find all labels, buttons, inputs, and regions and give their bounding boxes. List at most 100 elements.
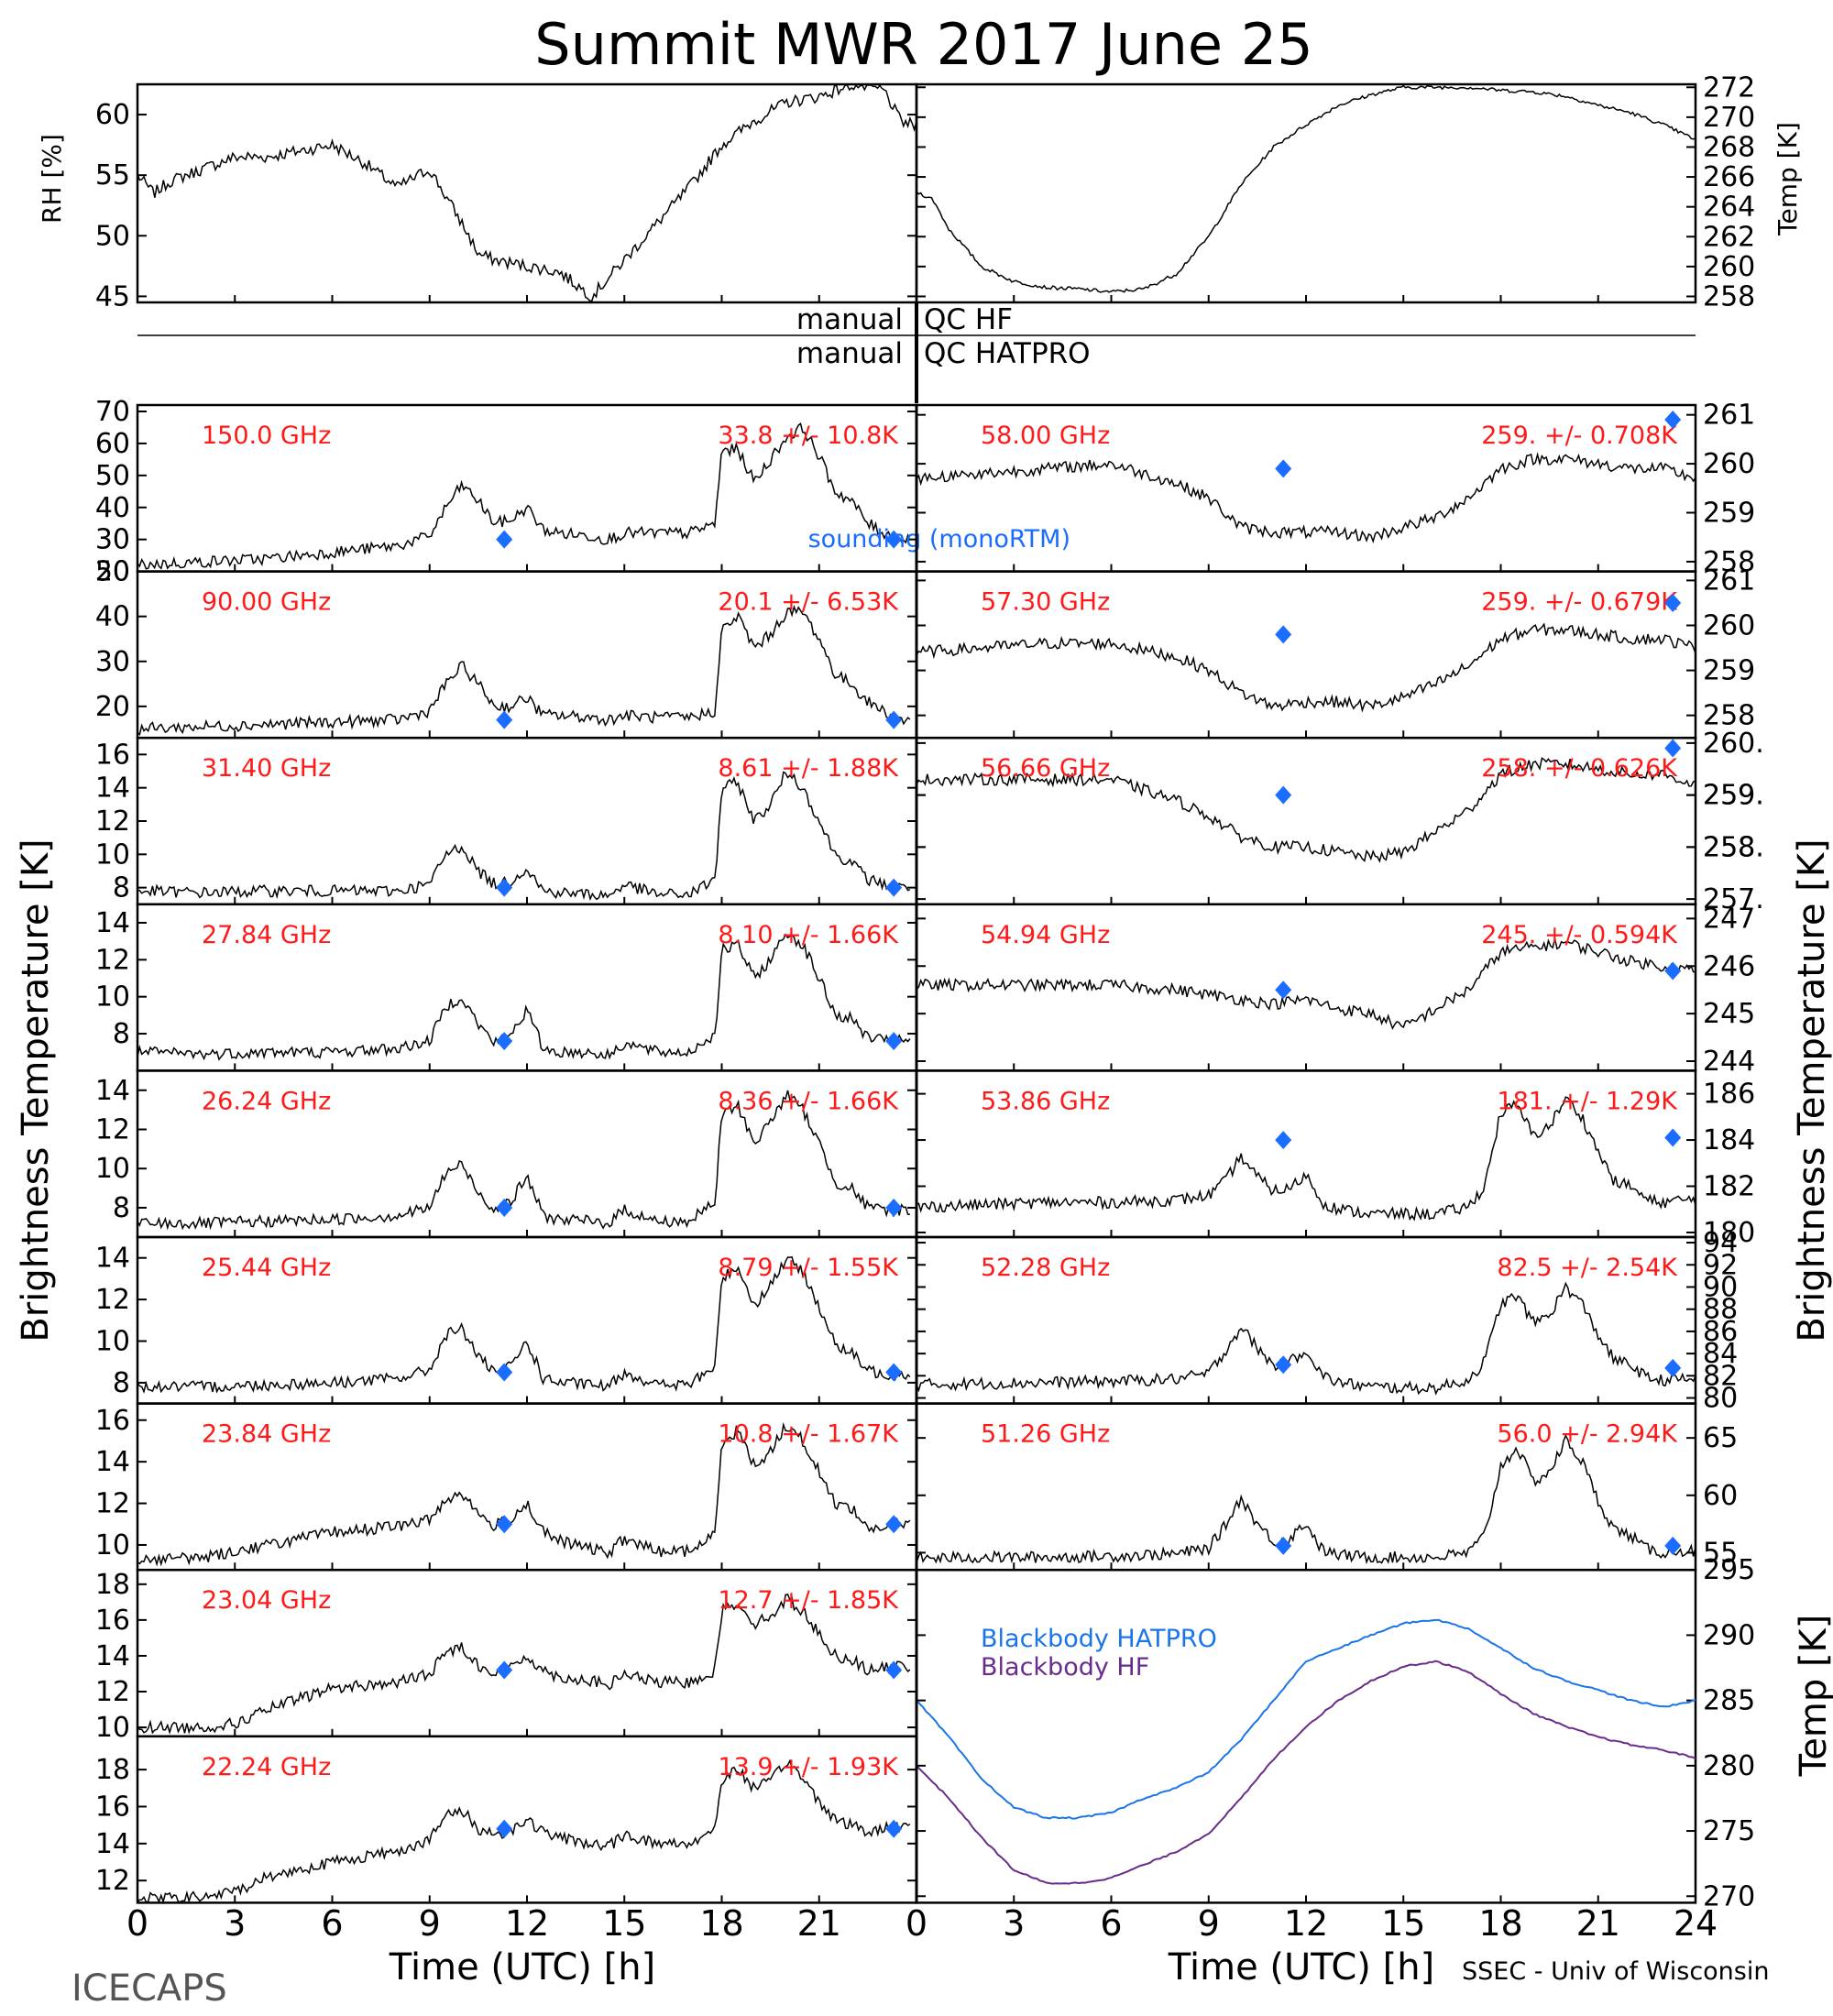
temp-ytick-label-2: 262: [1703, 221, 1755, 253]
temp-panel-frame: [915, 82, 1697, 304]
ch-left-1-ytick-label-3: 50: [95, 556, 130, 588]
ch-right-5-ytick-label-4: 88: [1703, 1294, 1738, 1326]
xtick-right-6: 18: [1478, 1903, 1522, 1944]
temp-ytick-label-4: 266: [1703, 161, 1755, 193]
xtick-left-4: 12: [505, 1903, 549, 1944]
ch-left-6-ytick-label-0: 10: [95, 1529, 130, 1561]
ch-left-8-ytick-label-0: 12: [95, 1865, 130, 1897]
ch-left-2-ytick-label-4: 16: [95, 739, 130, 771]
temp-ytick-label-7: 272: [1703, 71, 1755, 104]
ch-right-0-ytick-label-3: 261: [1703, 400, 1755, 432]
ch-right-2-ytick-label-0: 257.: [1703, 883, 1764, 915]
ch-right-2-stats-label: 258. +/- 0.626K: [1481, 754, 1678, 783]
ch-left-2-sounding-marker-0: [496, 878, 513, 897]
ch-right-2-ytick-label-3: 259.: [1703, 780, 1764, 812]
ch-right-0-channel-label: 58.00 GHz: [981, 422, 1110, 450]
bottom-temp-axis-label: Temp [K]: [1793, 1615, 1833, 1778]
right-brightness-label: Brightness Temperature [K]: [1791, 838, 1833, 1342]
ch-left-2-sounding-marker-1: [885, 878, 903, 897]
ch-left-8-channel-label: 22.24 GHz: [202, 1753, 331, 1781]
ch-right-4-ytick-label-1: 182: [1703, 1171, 1755, 1203]
bb-panel-frame: [915, 1568, 1697, 1904]
ch-left-6-stats-label: 10.8 +/- 1.67K: [718, 1420, 899, 1449]
ch-left-4-stats-label: 8.36 +/- 1.66K: [718, 1087, 899, 1115]
ch-right-1-panel: 258 259 260 261 57.30 GHz 259. +/- 0.679K: [915, 564, 1755, 740]
footer-icecaps: ICECAPS: [71, 1967, 227, 2010]
xtick-right-5: 15: [1381, 1903, 1425, 1944]
ch-right-6-ytick-label-2: 65: [1703, 1422, 1738, 1454]
ch-right-1-ytick-label-2: 260: [1703, 609, 1755, 641]
bb-ytick-label-4: 290: [1703, 1619, 1755, 1651]
rh-ytick-label-1: 50: [95, 220, 130, 252]
ch-right-1-sounding-marker-0: [1275, 625, 1292, 644]
ch-left-8-sounding-marker-1: [885, 1819, 903, 1838]
ch-right-5-channel-label: 52.28 GHz: [981, 1254, 1110, 1282]
ch-left-3-stats-label: 8.10 +/- 1.66K: [718, 921, 899, 949]
ch-right-6-ytick-label-0: 55: [1703, 1537, 1738, 1569]
ch-right-3-sounding-marker-1: [1664, 961, 1682, 981]
ch-right-5-ytick-label-1: 82: [1703, 1360, 1738, 1392]
ch-left-3-ytick-label-2: 12: [95, 944, 130, 976]
ch-left-0-sounding-marker-1: [885, 530, 903, 549]
rh-axis-label: RH [%]: [37, 134, 67, 224]
ch-left-8-ytick-label-3: 18: [95, 1754, 130, 1786]
ch-left-0-ytick-label-1: 30: [95, 524, 130, 556]
ch-left-3-ytick-label-0: 8: [113, 1018, 130, 1050]
ch-left-5-channel-label: 25.44 GHz: [202, 1254, 331, 1282]
xtick-right-3: 9: [1198, 1903, 1220, 1944]
ch-right-1-trace: [916, 622, 1696, 713]
xtick-right-8: 24: [1674, 1903, 1718, 1944]
ch-left-7-stats-label: 12.7 +/- 1.85K: [718, 1586, 899, 1615]
ch-right-4-sounding-marker-1: [1664, 1128, 1682, 1147]
temp-trace: [916, 84, 1696, 293]
xtick-right-0: 0: [906, 1903, 927, 1944]
xtick-right-1: 3: [1003, 1903, 1025, 1944]
ch-right-0-panel: 258 259 260 261 58.00 GHz 259. +/- 0.708K soun…: [808, 400, 1756, 578]
ch-left-6-channel-label: 23.84 GHz: [202, 1420, 331, 1449]
ch-left-1-sounding-marker-0: [496, 710, 513, 729]
bb-ytick-label-2: 280: [1703, 1750, 1755, 1782]
ch-right-6-stats-label: 56.0 +/- 2.94K: [1497, 1420, 1678, 1449]
ch-left-4-sounding-marker-1: [885, 1198, 903, 1217]
footer-ssec: SSEC - Univ of Wisconsin: [1462, 1957, 1769, 1986]
ch-left-4-trace: [137, 1090, 910, 1231]
ch-right-5-ytick-label-0: 80: [1703, 1383, 1738, 1415]
bb-series-1: [916, 1660, 1696, 1885]
ch-left-3-trace: [137, 933, 911, 1061]
ch-left-4-ytick-label-2: 12: [95, 1113, 130, 1145]
ch-left-1-channel-label: 90.00 GHz: [202, 588, 331, 617]
ch-right-6-trace: [916, 1433, 1696, 1565]
ch-right-4-ytick-label-0: 180: [1703, 1217, 1755, 1249]
ch-left-6-sounding-marker-0: [496, 1515, 513, 1534]
top-temp-axis-label: Temp [K]: [1773, 122, 1803, 236]
x-axis-label-left: Time (UTC) [h]: [389, 1946, 655, 1989]
ch-left-2-ytick-label-2: 12: [95, 805, 130, 838]
bb-ytick-label-5: 295: [1703, 1554, 1755, 1586]
rh-panel-frame: [136, 82, 918, 304]
ch-left-8-trace: [137, 1759, 911, 1904]
ch-left-5-trace: [137, 1255, 911, 1395]
ch-right-5-sounding-marker-1: [1664, 1358, 1682, 1377]
qc-hf-left-label: manual: [796, 303, 903, 336]
bb-ytick-label-0: 270: [1703, 1880, 1755, 1912]
ch-left-1-trace: [137, 604, 911, 737]
ch-left-5-sounding-marker-0: [496, 1363, 513, 1382]
ch-right-3-trace: [916, 937, 1696, 1031]
ch-left-7-ytick-label-1: 12: [95, 1676, 130, 1708]
ch-left-7-ytick-label-3: 16: [95, 1605, 130, 1637]
ch-left-4-panel: 8 10 12 14 26.24 GHz 8.36 +/- 1.66K: [95, 1069, 918, 1239]
ch-right-1-sounding-marker-1: [1664, 593, 1682, 612]
ch-left-4-ytick-label-0: 8: [113, 1192, 130, 1224]
ch-left-3-sounding-marker-0: [496, 1032, 513, 1051]
ch-right-6-ytick-label-1: 60: [1703, 1480, 1738, 1512]
ch-left-4-ytick-label-3: 14: [95, 1075, 130, 1107]
ch-left-7-sounding-marker-0: [496, 1660, 513, 1680]
ch-right-5-ytick-label-5: 90: [1703, 1271, 1738, 1303]
bb-ytick-label-1: 275: [1703, 1815, 1755, 1847]
ch-left-5-sounding-marker-1: [885, 1363, 903, 1382]
ch-right-4-channel-label: 53.86 GHz: [981, 1087, 1110, 1115]
ch-left-6-ytick-label-1: 12: [95, 1488, 130, 1520]
